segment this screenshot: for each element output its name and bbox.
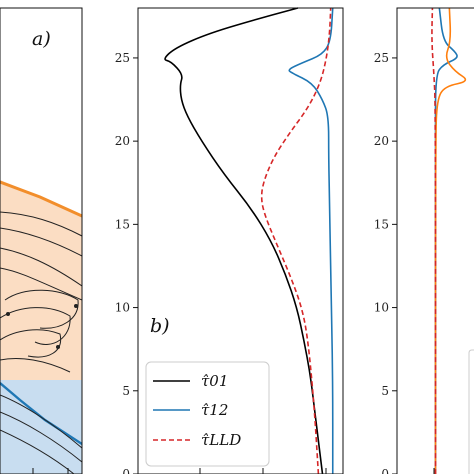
streamline xyxy=(0,211,82,237)
panel-a-orange-region xyxy=(0,180,82,380)
panel-c-ytick-label: 15 xyxy=(374,217,389,231)
panel-c: 0 5 10 15 20 25 xyxy=(374,7,474,474)
panel-a-plot xyxy=(0,180,82,474)
panel-c-yticks: 0 5 10 15 20 25 xyxy=(374,51,397,474)
panel-a-blue-boundary xyxy=(0,382,82,446)
panel-b-series-2 xyxy=(260,7,332,474)
panel-c-frame xyxy=(396,7,474,474)
streamline xyxy=(0,358,71,373)
panel-a-xticks xyxy=(32,468,69,474)
legend-box xyxy=(145,361,270,467)
panel-b-ytick-label: 5 xyxy=(122,384,130,398)
legend-label-taulld: τ̂LLD xyxy=(201,431,241,449)
panel-b-frame xyxy=(137,7,344,474)
panel-c-series-1 xyxy=(434,7,467,474)
legend-label-tau12: τ̂12 xyxy=(201,401,228,419)
panel-c-ytick-label: 25 xyxy=(374,51,389,65)
panel-c-series-0 xyxy=(434,7,458,474)
panel-a-streamlines xyxy=(0,211,82,474)
streamline xyxy=(0,307,71,345)
panel-b-series-0 xyxy=(164,7,324,474)
streamline xyxy=(0,429,75,474)
panel-c-lines xyxy=(431,7,467,474)
panel-c-series-2 xyxy=(431,7,437,474)
streamline xyxy=(0,267,82,301)
panel-a-orange-boundary xyxy=(0,180,82,218)
panel-b-label: b) xyxy=(150,315,170,337)
streamline xyxy=(0,227,82,257)
streamline xyxy=(0,394,82,449)
panel-b-series-1 xyxy=(288,7,334,474)
panel-c-ytick-label: 20 xyxy=(374,134,389,148)
panel-c-ytick-label: 0 xyxy=(381,467,389,474)
panel-b-ytick-label: 20 xyxy=(115,134,130,148)
panel-c-ytick-label: 5 xyxy=(381,384,389,398)
panel-a: a) xyxy=(0,7,83,474)
legend: τ̂01 τ̂12 τ̂LLD xyxy=(145,361,270,467)
streamline xyxy=(0,411,82,463)
panel-a-arrows xyxy=(6,304,78,349)
panel-c-ytick-label: 10 xyxy=(374,301,389,315)
panel-b-lines xyxy=(164,7,334,474)
panel-b-xticks xyxy=(199,468,327,474)
panel-a-label: a) xyxy=(32,28,51,50)
streamline-arrow xyxy=(74,304,78,308)
panel-b-ytick-label: 25 xyxy=(115,51,130,65)
streamline-arrow xyxy=(6,312,10,316)
panel-b: 0 5 10 15 20 25 b) τ̂01 τ̂12 τ̂LLD xyxy=(115,7,344,474)
panel-b-yticks: 0 5 10 15 20 25 xyxy=(115,51,138,474)
panel-c-legend-edge xyxy=(468,349,474,474)
legend-label-tau01: τ̂01 xyxy=(201,372,228,390)
streamline xyxy=(4,289,79,329)
panel-a-frame xyxy=(0,7,83,474)
streamline xyxy=(0,329,62,358)
panel-a-blue-region xyxy=(0,380,82,474)
panel-b-ytick-label: 15 xyxy=(115,217,130,231)
streamline-arrow xyxy=(56,345,60,349)
panel-b-ytick-label: 10 xyxy=(115,301,130,315)
streamline xyxy=(0,247,82,287)
panel-b-ytick-label: 0 xyxy=(122,467,130,474)
